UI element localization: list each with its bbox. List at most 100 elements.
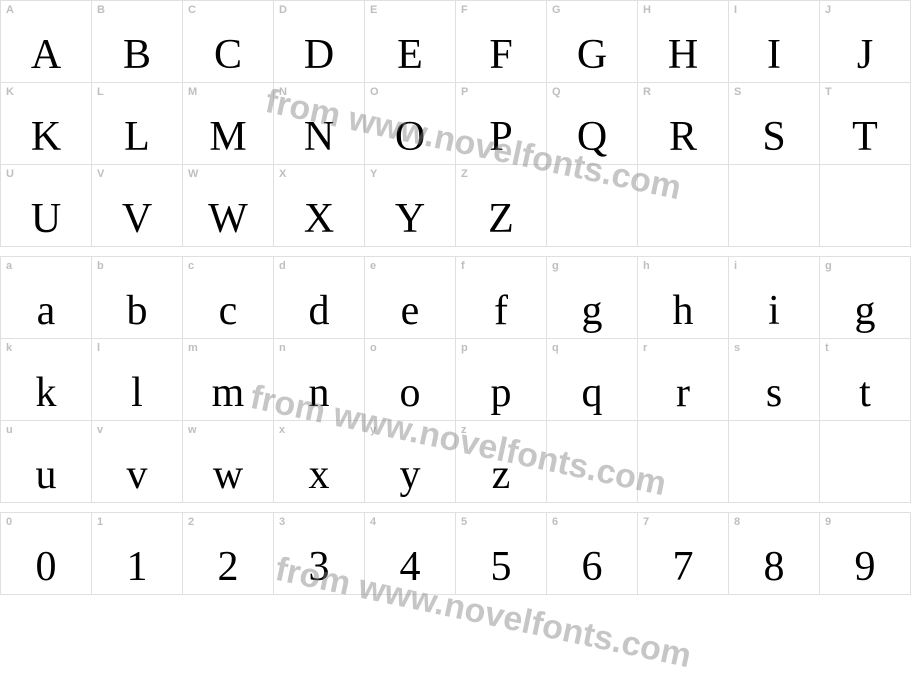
glyph-cell: 33 bbox=[274, 513, 365, 595]
glyph: w bbox=[183, 454, 273, 496]
glyph-cell: MM bbox=[183, 83, 274, 165]
spacer-row bbox=[1, 503, 911, 513]
font-character-map: AABBCCDDEEFFGGHHIIJJKKLLMMNNOOPPQQRRSSTT… bbox=[0, 0, 911, 595]
glyph-cell: RR bbox=[638, 83, 729, 165]
glyph-cell: zz bbox=[456, 421, 547, 503]
empty-cell bbox=[638, 165, 729, 247]
cell-label: K bbox=[6, 86, 14, 98]
glyph: b bbox=[92, 290, 182, 332]
glyph: d bbox=[274, 290, 364, 332]
cell-label: L bbox=[97, 86, 104, 98]
glyph: y bbox=[365, 454, 455, 496]
glyph-cell: qq bbox=[547, 339, 638, 421]
glyph-cell: vv bbox=[92, 421, 183, 503]
glyph: k bbox=[1, 372, 91, 414]
glyph-cell: 00 bbox=[1, 513, 92, 595]
glyph-cell: AA bbox=[1, 1, 92, 83]
cell-label: H bbox=[643, 4, 651, 16]
glyph-cell: QQ bbox=[547, 83, 638, 165]
glyph: r bbox=[638, 372, 728, 414]
glyph-cell: ll bbox=[92, 339, 183, 421]
cell-label: Q bbox=[552, 86, 561, 98]
glyph: I bbox=[729, 34, 819, 76]
glyph: o bbox=[365, 372, 455, 414]
glyph-cell: aa bbox=[1, 257, 92, 339]
cell-label: 6 bbox=[552, 516, 558, 528]
glyph-cell: HH bbox=[638, 1, 729, 83]
glyph: n bbox=[274, 372, 364, 414]
glyph: Y bbox=[365, 198, 455, 240]
glyph-cell: KK bbox=[1, 83, 92, 165]
cell-label: r bbox=[643, 342, 647, 354]
cell-label: 7 bbox=[643, 516, 649, 528]
glyph: X bbox=[274, 198, 364, 240]
glyph-cell: ff bbox=[456, 257, 547, 339]
glyph-cell: CC bbox=[183, 1, 274, 83]
glyph-cell: gg bbox=[547, 257, 638, 339]
glyph: i bbox=[729, 290, 819, 332]
cell-label: y bbox=[370, 424, 376, 436]
cell-label: T bbox=[825, 86, 832, 98]
cell-label: k bbox=[6, 342, 12, 354]
glyph-cell: ww bbox=[183, 421, 274, 503]
cell-label: G bbox=[552, 4, 561, 16]
cell-label: 4 bbox=[370, 516, 376, 528]
glyph: 4 bbox=[365, 546, 455, 588]
cell-label: R bbox=[643, 86, 651, 98]
glyph: S bbox=[729, 116, 819, 158]
glyph-cell: 88 bbox=[729, 513, 820, 595]
glyph: E bbox=[365, 34, 455, 76]
glyph: t bbox=[820, 372, 910, 414]
cell-label: p bbox=[461, 342, 468, 354]
cell-label: B bbox=[97, 4, 105, 16]
glyph-cell: 55 bbox=[456, 513, 547, 595]
glyph-cell: ee bbox=[365, 257, 456, 339]
cell-label: 8 bbox=[734, 516, 740, 528]
glyph-cell: 44 bbox=[365, 513, 456, 595]
glyph: g bbox=[820, 290, 910, 332]
glyph: g bbox=[547, 290, 637, 332]
glyph: q bbox=[547, 372, 637, 414]
cell-label: f bbox=[461, 260, 465, 272]
glyph: U bbox=[1, 198, 91, 240]
glyph: 5 bbox=[456, 546, 546, 588]
glyph-cell: LL bbox=[92, 83, 183, 165]
empty-cell bbox=[729, 165, 820, 247]
cell-label: Z bbox=[461, 168, 468, 180]
glyph: 2 bbox=[183, 546, 273, 588]
cell-label: X bbox=[279, 168, 286, 180]
glyph-cell: DD bbox=[274, 1, 365, 83]
cell-label: q bbox=[552, 342, 559, 354]
glyph-cell: SS bbox=[729, 83, 820, 165]
glyph-row: uuvvwwxxyyzz bbox=[1, 421, 911, 503]
glyph: 9 bbox=[820, 546, 910, 588]
glyph: z bbox=[456, 454, 546, 496]
glyph-cell: kk bbox=[1, 339, 92, 421]
glyph-row: 00112233445566778899 bbox=[1, 513, 911, 595]
glyph: W bbox=[183, 198, 273, 240]
glyph: e bbox=[365, 290, 455, 332]
glyph-cell: 22 bbox=[183, 513, 274, 595]
empty-cell bbox=[820, 421, 911, 503]
glyph: M bbox=[183, 116, 273, 158]
chart-body: AABBCCDDEEFFGGHHIIJJKKLLMMNNOOPPQQRRSSTT… bbox=[1, 1, 911, 595]
glyph-cell: YY bbox=[365, 165, 456, 247]
cell-label: C bbox=[188, 4, 196, 16]
empty-cell bbox=[638, 421, 729, 503]
cell-label: e bbox=[370, 260, 376, 272]
cell-label: g bbox=[552, 260, 559, 272]
cell-label: x bbox=[279, 424, 285, 436]
cell-label: u bbox=[6, 424, 13, 436]
glyph-cell: rr bbox=[638, 339, 729, 421]
glyph-cell: oo bbox=[365, 339, 456, 421]
glyph-cell: uu bbox=[1, 421, 92, 503]
glyph: Q bbox=[547, 116, 637, 158]
cell-label: S bbox=[734, 86, 741, 98]
glyph-cell: 77 bbox=[638, 513, 729, 595]
glyph: A bbox=[1, 34, 91, 76]
spacer-cell bbox=[1, 247, 911, 257]
glyph-cell: dd bbox=[274, 257, 365, 339]
cell-label: E bbox=[370, 4, 377, 16]
cell-label: 9 bbox=[825, 516, 831, 528]
glyph-cell: NN bbox=[274, 83, 365, 165]
